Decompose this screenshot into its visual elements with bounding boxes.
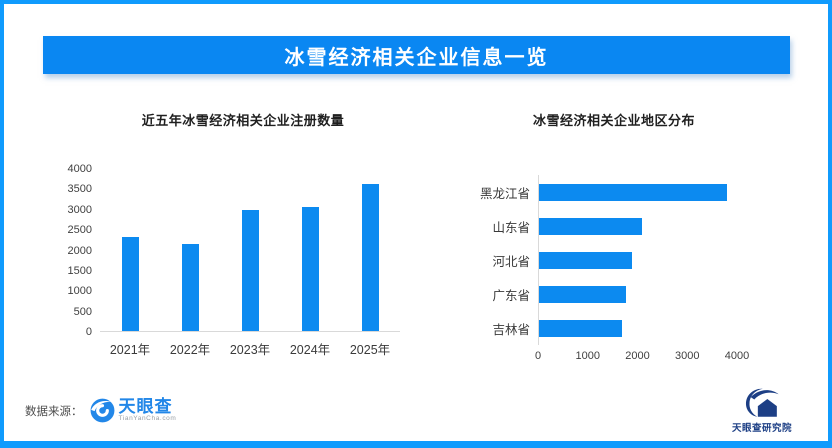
y-tick-label: 500 xyxy=(73,305,92,318)
institute-emblem-icon xyxy=(745,388,779,417)
x-tick-label: 2000 xyxy=(625,350,650,362)
bar-column xyxy=(100,169,160,331)
bar-column xyxy=(340,169,400,331)
bar-row xyxy=(539,175,760,209)
y-tick-label: 3500 xyxy=(67,183,92,196)
y-tick-label: 1000 xyxy=(67,285,92,298)
y-tick-label: 2500 xyxy=(67,224,92,237)
x-tick-label: 1000 xyxy=(575,350,600,362)
registrations-chart: 近五年冰雪经济相关企业注册数量 0 500 1000 1500 2000 2500 3000… xyxy=(63,113,423,358)
x-tick-label: 2024年 xyxy=(289,343,331,357)
y-axis: 0 500 1000 1500 2000 2500 3000 3500 4000 xyxy=(63,163,96,338)
bar xyxy=(539,217,642,235)
bar xyxy=(539,183,727,201)
horizontal-bar-chart: 黑龙江省山东省河北省广东省吉林省 0 1000 2000 3000 4000 xyxy=(468,175,760,363)
x-tick-label: 3000 xyxy=(675,350,700,362)
category-label: 广东省 xyxy=(492,288,530,303)
bar xyxy=(539,319,622,337)
category-label: 山东省 xyxy=(492,220,530,235)
bar-row xyxy=(539,209,760,243)
tianyancha-wordmark-block: 天眼查 TianYanCha.com xyxy=(119,398,177,423)
institute-name: 天眼查研究院 xyxy=(731,423,792,434)
right-chart-title: 冰雪经济相关企业地区分布 xyxy=(532,113,695,128)
plot-wrap: 2021年 2022年 2023年 2024年 2025年 xyxy=(100,169,400,358)
y-tick-label: 0 xyxy=(85,326,92,338)
category-label: 河北省 xyxy=(492,254,530,269)
bar-column xyxy=(280,169,340,331)
tianyancha-domain: TianYanCha.com xyxy=(118,415,177,423)
x-tick-label: 0 xyxy=(534,350,542,362)
bar-row xyxy=(539,311,760,345)
institute-logo: 天眼查研究院 xyxy=(716,387,808,434)
x-tick-label: 2023年 xyxy=(229,343,271,357)
y-tick-label: 2000 xyxy=(67,244,92,257)
x-tick-label: 2021年 xyxy=(109,343,151,357)
plot-wrap: 0 1000 2000 3000 4000 xyxy=(534,175,760,363)
x-axis: 0 1000 2000 3000 4000 xyxy=(534,349,760,363)
category-label: 黑龙江省 xyxy=(479,186,530,201)
plot-area xyxy=(100,169,400,332)
tianyancha-wordmark: 天眼查 xyxy=(118,397,173,417)
source-label: 数据来源： xyxy=(25,405,83,418)
bar xyxy=(301,207,319,331)
category-axis: 黑龙江省山东省河北省广东省吉林省 xyxy=(468,175,538,363)
data-source: 数据来源： 天眼查 TianYanCha.com xyxy=(25,398,176,423)
y-tick-label: 4000 xyxy=(67,163,92,175)
bar xyxy=(121,237,139,331)
bar xyxy=(361,184,379,331)
x-tick-label: 2022年 xyxy=(169,343,211,357)
x-tick-label: 4000 xyxy=(724,350,750,362)
tianyancha-logo: 天眼查 TianYanCha.com xyxy=(90,398,177,423)
distribution-chart: 冰雪经济相关企业地区分布 黑龙江省山东省河北省广东省吉林省 0 1000 2000 3… xyxy=(468,113,760,363)
bar-row xyxy=(539,243,760,277)
bar-column xyxy=(160,169,220,331)
title-banner: 冰雪经济相关企业信息一览 xyxy=(43,36,790,74)
plot-area xyxy=(538,175,760,345)
bar xyxy=(181,244,199,331)
left-chart-title: 近五年冰雪经济相关企业注册数量 xyxy=(141,113,345,128)
x-tick-label: 2025年 xyxy=(349,343,391,357)
y-tick-label: 1500 xyxy=(67,264,92,277)
y-tick-label: 3000 xyxy=(67,203,92,216)
page-title: 冰雪经济相关企业信息一览 xyxy=(284,46,549,69)
x-axis: 2021年 2022年 2023年 2024年 2025年 xyxy=(100,339,400,358)
tianyancha-eye-icon xyxy=(90,398,114,423)
bar-row xyxy=(539,277,760,311)
category-label: 吉林省 xyxy=(492,322,530,337)
vertical-bar-chart: 0 500 1000 1500 2000 2500 3000 3500 4000 2021年 20… xyxy=(63,163,423,358)
bar xyxy=(539,285,626,303)
bar-column xyxy=(220,169,280,331)
bar xyxy=(241,210,259,331)
bar xyxy=(539,251,632,269)
